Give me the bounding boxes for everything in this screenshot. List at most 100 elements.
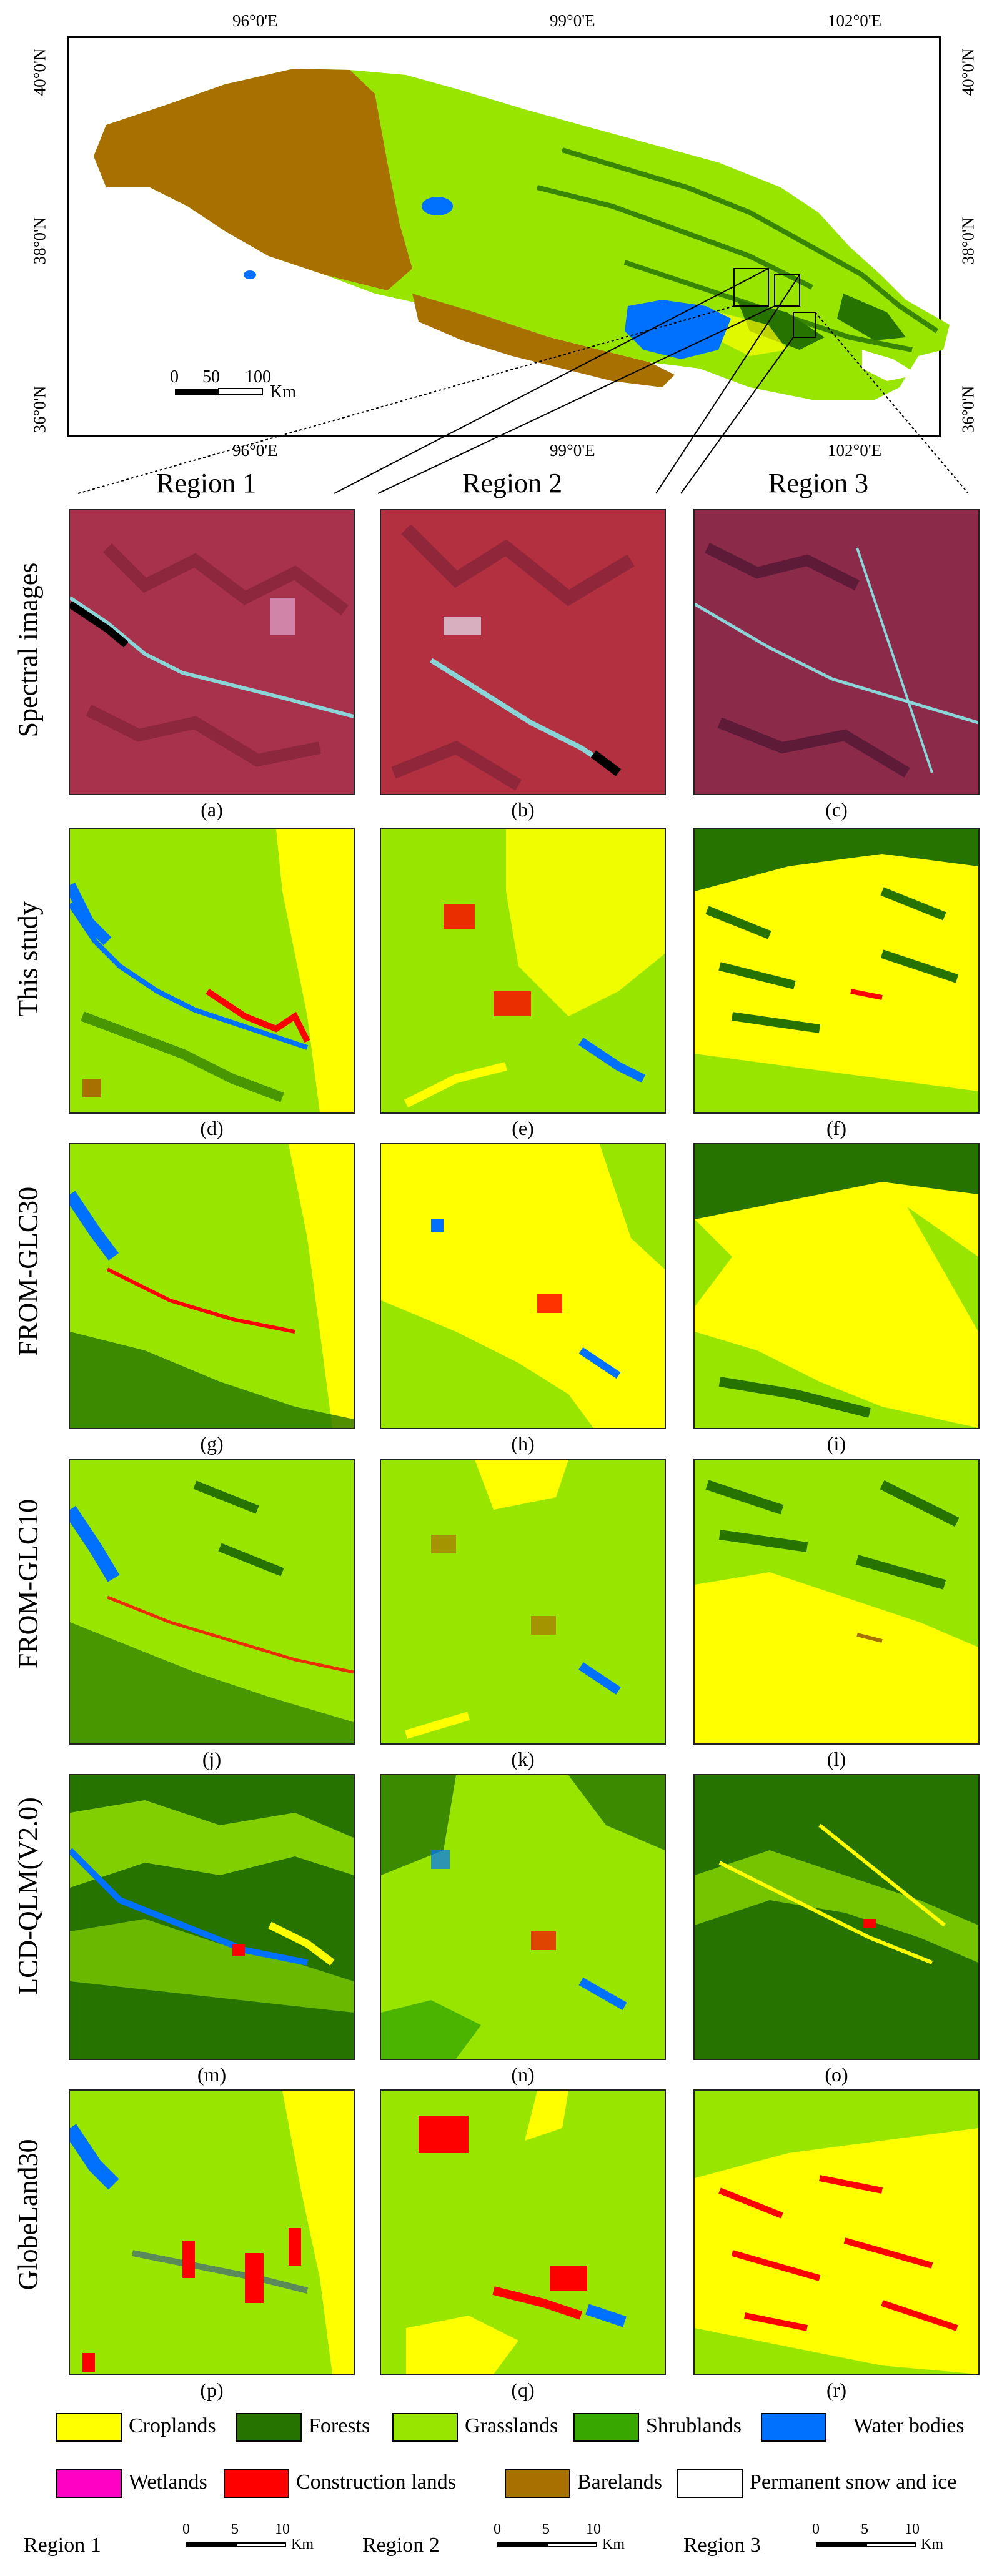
panel-label-h: (h) [511, 1432, 535, 1455]
legend-swatch-wetlands [56, 2469, 122, 2498]
legend-swatch-barelands [505, 2469, 570, 2498]
panel-r-globeland30 [693, 2089, 980, 2375]
panel-m-lcd-qlm [69, 1774, 355, 2060]
region-title-3: Region 3 [768, 468, 869, 498]
scale-3-num-0: 0 [812, 2521, 820, 2537]
scale-1-unit: Km [291, 2536, 314, 2552]
scale-2-bar-white [547, 2542, 597, 2547]
landcover-map [695, 1144, 978, 1428]
inset-box-region-1 [733, 268, 769, 307]
panel-label-e: (e) [512, 1117, 534, 1139]
panel-label-d: (d) [200, 1117, 224, 1139]
overview-landcover [94, 69, 950, 400]
lon-label-top-96: 96°0'E [232, 11, 278, 30]
scale-1-bar-black [186, 2542, 236, 2547]
legend-label-shrublands: Shrublands [646, 2414, 742, 2437]
overview-scale-50: 50 [202, 367, 220, 387]
overview-scale-unit: Km [270, 382, 296, 402]
legend-label-water-bodies: Water bodies [853, 2414, 965, 2437]
spectral-texture [381, 510, 665, 794]
legend-label-construction-lands: Construction lands [296, 2470, 456, 2494]
croplands-patch [712, 312, 787, 356]
legend-label-croplands: Croplands [129, 2414, 216, 2437]
legend: Croplands Forests Grasslands Shrublands … [0, 2408, 1007, 2514]
legend-swatch-croplands [56, 2413, 122, 2442]
landcover-map [381, 2091, 665, 2374]
landcover-map [70, 1775, 354, 2059]
scale-label-region-3: Region 3 [683, 2534, 761, 2557]
landcover-map [70, 1144, 354, 1428]
region-title-1: Region 1 [156, 468, 257, 498]
overview-scale-100: 100 [245, 367, 271, 387]
connector-lines [77, 268, 969, 494]
panel-f-this-study [693, 828, 980, 1114]
panel-n-lcd-qlm [380, 1774, 666, 2060]
panel-label-b: (b) [511, 798, 535, 821]
panel-g-from-glc30 [69, 1143, 355, 1429]
inset-box-region-2 [774, 274, 800, 307]
scale-3-num-5: 5 [861, 2521, 868, 2537]
scale-1-num-10: 10 [275, 2521, 290, 2537]
scale-bars: Region 1 0 5 10 Km Region 2 0 5 10 Km Re… [0, 2517, 1007, 2576]
panel-label-f: (f) [826, 1117, 846, 1139]
legend-swatch-grasslands [392, 2413, 458, 2442]
landcover-map [695, 2091, 978, 2374]
lon-label-bottom-99: 99°0'E [550, 441, 595, 460]
landcover-map [70, 1460, 354, 1743]
legend-swatch-permanent-snow [677, 2469, 743, 2498]
row-label-lcd-qlm: LCD-QLM(V2.0) [12, 1797, 44, 1995]
landcover-map [70, 829, 354, 1112]
legend-label-permanent-snow: Permanent snow and ice [750, 2470, 957, 2494]
panel-k-from-glc10 [380, 1459, 666, 1745]
barelands-central [412, 294, 675, 387]
scale-3-num-10: 10 [905, 2521, 920, 2537]
lake-small [244, 270, 256, 279]
panel-h-from-glc30 [380, 1143, 666, 1429]
panel-label-m: (m) [197, 2063, 227, 2086]
panel-q-globeland30 [380, 2089, 666, 2375]
legend-swatch-water-bodies [761, 2413, 826, 2442]
snow-patches [862, 350, 918, 381]
panel-label-g: (g) [200, 1432, 224, 1455]
spectral-texture [695, 510, 978, 794]
panel-b-spectral [380, 509, 666, 795]
panel-a-spectral [69, 509, 355, 795]
scale-3-bar-white [866, 2542, 916, 2547]
panel-label-n: (n) [511, 2063, 535, 2086]
panel-label-k: (k) [511, 1748, 535, 1770]
landcover-map [695, 1775, 978, 2059]
panel-label-a: (a) [201, 798, 223, 821]
landcover-map [381, 1775, 665, 2059]
row-label-globeland30: GlobeLand30 [12, 2139, 44, 2291]
panel-label-l: (l) [826, 1748, 846, 1770]
legend-label-forests: Forests [309, 2414, 370, 2437]
panel-c-spectral [693, 509, 980, 795]
row-label-from-glc10: FROM-GLC10 [12, 1499, 44, 1669]
lon-label-top-99: 99°0'E [550, 11, 595, 30]
panel-label-p: (p) [200, 2379, 224, 2401]
legend-label-barelands: Barelands [577, 2470, 662, 2494]
scale-label-region-1: Region 1 [24, 2534, 101, 2557]
panel-d-this-study [69, 828, 355, 1114]
legend-label-wetlands: Wetlands [129, 2470, 207, 2494]
panel-label-r: (r) [826, 2379, 846, 2401]
legend-swatch-shrublands [573, 2413, 639, 2442]
scale-1-num-0: 0 [182, 2521, 190, 2537]
scale-2-num-10: 10 [586, 2521, 601, 2537]
panel-label-q: (q) [511, 2379, 535, 2401]
landcover-map [695, 829, 978, 1112]
region-title-2: Region 2 [462, 468, 563, 498]
panel-label-c: (c) [825, 798, 848, 821]
lon-label-top-102: 102°0'E [828, 11, 882, 30]
landcover-map [381, 1144, 665, 1428]
row-label-this-study: This study [12, 901, 44, 1017]
overview-scale-0: 0 [170, 367, 179, 387]
panel-label-j: (j) [202, 1748, 222, 1770]
landcover-map [695, 1460, 978, 1743]
scale-1-num-5: 5 [231, 2521, 239, 2537]
panel-i-from-glc30 [693, 1143, 980, 1429]
overview-scale-bar-black [175, 389, 219, 395]
scale-1-bar-white [236, 2542, 286, 2547]
scale-2-num-0: 0 [494, 2521, 501, 2537]
landcover-map [70, 2091, 354, 2374]
